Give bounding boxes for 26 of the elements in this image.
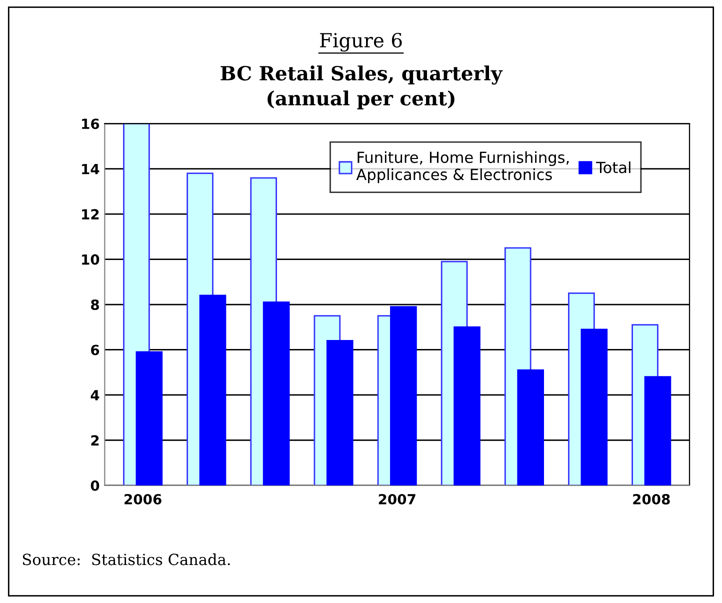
bar <box>454 326 480 486</box>
legend-label: Funiture, Home Furnishings, Applicances & Electronics <box>356 151 569 184</box>
y-tick-label: 12 <box>82 209 99 220</box>
bar <box>136 351 163 486</box>
bar <box>644 376 672 486</box>
chart-subtitle: BC Retail Sales, quarterly (annual per cent) <box>220 66 503 110</box>
x-tick-label: 2006 <box>124 494 162 504</box>
y-tick-label: 10 <box>82 254 100 265</box>
bar <box>199 294 226 486</box>
y-tick-label: 4 <box>90 390 100 400</box>
bar <box>580 328 608 486</box>
x-tick-label: 2008 <box>633 494 670 504</box>
source-note: Source: Statistics Canada. <box>22 553 230 566</box>
y-tick-label: 14 <box>82 164 100 174</box>
x-tick-label: 2007 <box>378 494 416 504</box>
bar <box>517 369 544 486</box>
y-tick-label: 6 <box>91 344 100 356</box>
chart-title: Figure 6 <box>320 32 402 52</box>
bar <box>326 340 354 486</box>
y-tick-label: 16 <box>82 118 100 130</box>
legend-label: Total <box>596 161 630 174</box>
y-tick-label: 0 <box>90 480 100 491</box>
y-tick-label: 8 <box>91 299 99 310</box>
bar <box>262 302 290 486</box>
y-tick-label: 2 <box>91 435 99 446</box>
bar <box>390 306 417 486</box>
